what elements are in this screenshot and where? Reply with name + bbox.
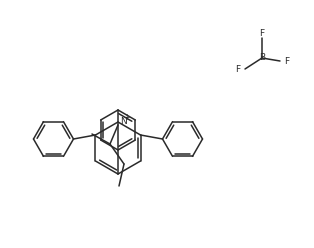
Text: B: B: [259, 54, 265, 62]
Text: F: F: [236, 65, 241, 74]
Text: N: N: [120, 118, 127, 126]
Text: F: F: [284, 57, 290, 65]
Text: +: +: [123, 114, 129, 123]
Text: F: F: [259, 29, 265, 37]
